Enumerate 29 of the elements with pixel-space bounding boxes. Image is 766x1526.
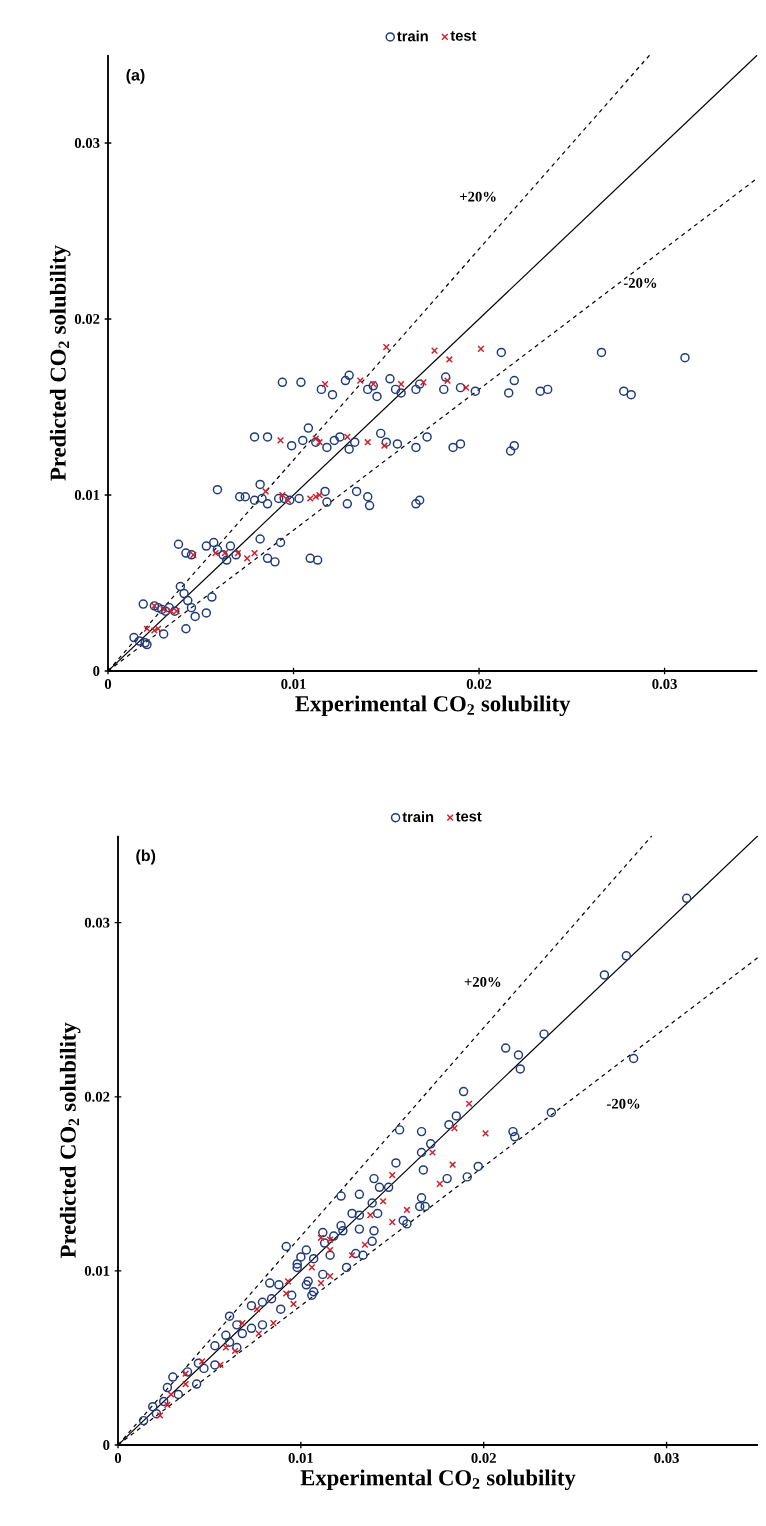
y-tick-label: 0 [93, 666, 100, 676]
x-tick-label: 0.03 [654, 1453, 679, 1463]
x-tick-label: 0.02 [466, 679, 492, 689]
legend-label: train [402, 811, 434, 823]
y-tick-label: 0.01 [74, 490, 100, 500]
x-axis-title: Experimental CO$_{2}$ solubility [295, 695, 571, 717]
x-axis-title: Experimental CO$_{2}$ solubility [300, 1469, 576, 1491]
y-tick-label: 0.03 [74, 138, 100, 148]
y-axis-title: Predicted CO$_{2}$ solubility [49, 245, 71, 481]
x-tick-label: 0.01 [281, 679, 306, 689]
y-tick-label: 0 [103, 1440, 110, 1450]
legend-label: test [450, 31, 477, 41]
y-tick-label: 0.02 [84, 1091, 110, 1102]
x-tick-label: 0 [114, 1453, 122, 1463]
annotation: +20% [460, 191, 496, 202]
y-tick-label: 0.01 [84, 1265, 110, 1276]
legend-label: train [397, 30, 428, 42]
text: (b) [136, 849, 156, 865]
annotation: +20% [464, 976, 501, 987]
annotation: -20% [623, 277, 657, 288]
y-tick-label: 0.03 [84, 917, 110, 928]
y-tick-label: 0.02 [74, 314, 100, 324]
annotation: -20% [607, 1098, 640, 1109]
x-tick-label: 0.02 [471, 1453, 496, 1463]
x-tick-label: 0.03 [652, 679, 677, 689]
x-tick-label: 0.01 [288, 1453, 313, 1463]
text: (a) [126, 68, 145, 84]
legend-label: test [455, 811, 482, 822]
y-axis-title: Predicted CO$_{2}$ solubility [59, 1022, 81, 1258]
